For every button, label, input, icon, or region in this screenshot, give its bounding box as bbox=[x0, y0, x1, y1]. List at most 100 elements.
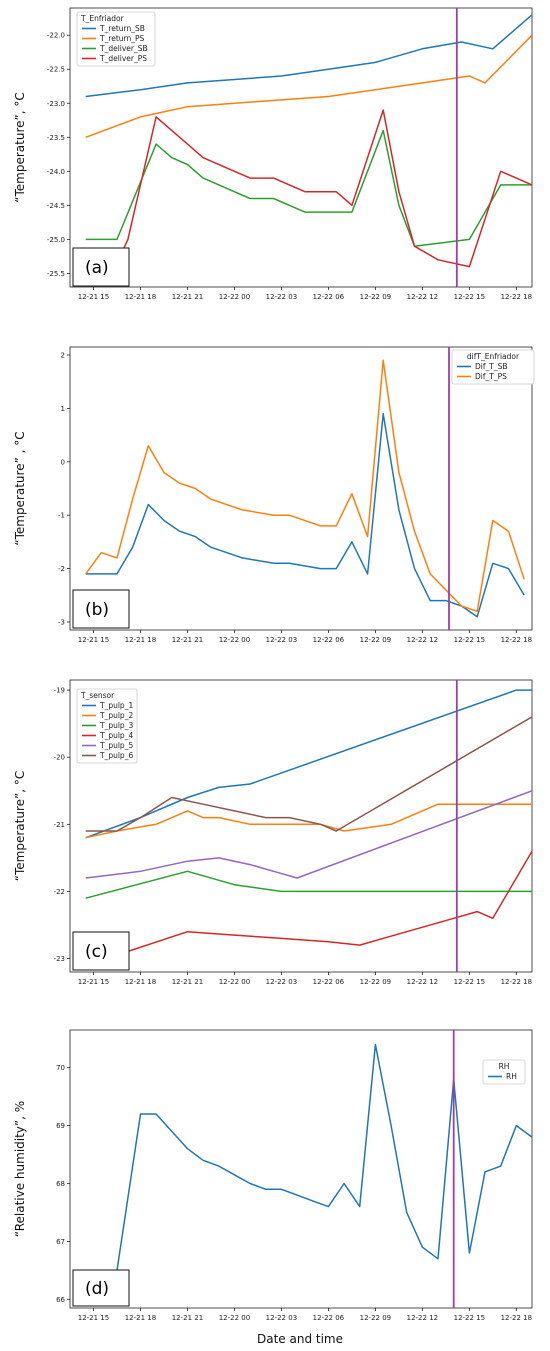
x-tick-label: 12-21 21 bbox=[172, 293, 203, 301]
y-tick-label: -23.5 bbox=[47, 134, 65, 142]
x-tick-label: 12-21 15 bbox=[78, 636, 109, 644]
legend-box bbox=[76, 688, 138, 764]
legend-entry: T_pulp_2 bbox=[99, 711, 133, 720]
y-tick-label: 67 bbox=[56, 1238, 65, 1246]
y-tick-label: 0 bbox=[61, 458, 65, 466]
x-tick-label: 12-21 21 bbox=[172, 978, 203, 986]
x-tick-label: 12-22 15 bbox=[454, 636, 485, 644]
legend-box bbox=[451, 349, 535, 385]
y-tick-label: 2 bbox=[61, 352, 65, 360]
y-tick-label: -25.5 bbox=[47, 270, 65, 278]
x-tick-label: 12-22 06 bbox=[313, 1314, 345, 1322]
legend-entry: T_return_PS bbox=[99, 34, 145, 43]
x-tick-label: 12-22 09 bbox=[360, 1314, 391, 1322]
x-tick-label: 12-22 12 bbox=[407, 636, 438, 644]
legend-entry: T_pulp_3 bbox=[99, 721, 133, 730]
legend-title: T_Enfriador bbox=[80, 14, 125, 23]
series-line-T_pulp_5 bbox=[85, 790, 532, 879]
panel-label-box bbox=[72, 931, 130, 971]
y-tick-label: -22.0 bbox=[47, 32, 65, 40]
series-line-T_pulp_2 bbox=[85, 803, 532, 839]
plot-area bbox=[69, 1029, 533, 1309]
x-tick-label: 12-21 15 bbox=[78, 1314, 109, 1322]
panel-label-box bbox=[72, 589, 130, 629]
x-axis-label: Date and time bbox=[257, 1332, 343, 1346]
y-tick-label: 66 bbox=[56, 1296, 65, 1304]
plot-area bbox=[69, 346, 533, 631]
x-tick-label: 12-22 00 bbox=[219, 636, 250, 644]
legend-entry: Dif_T_PS bbox=[475, 372, 507, 381]
x-tick-label: 12-22 00 bbox=[219, 293, 250, 301]
x-tick-label: 12-22 15 bbox=[454, 293, 485, 301]
x-tick-label: 12-22 12 bbox=[407, 978, 438, 986]
chart-panel-1: -25.5 -25.0 -24.5 -24.0 -23.5 -23.0 -22.5 -22.0… bbox=[13, 7, 533, 301]
series-group bbox=[116, 1043, 532, 1271]
x-tick-label: 12-22 18 bbox=[501, 636, 532, 644]
legend-entry: RH bbox=[506, 1072, 517, 1081]
panel-label: (b) bbox=[85, 600, 109, 620]
y-tick-label: -22.5 bbox=[47, 66, 65, 74]
x-tick-label: 12-22 03 bbox=[266, 978, 297, 986]
y-tick-label: -2 bbox=[58, 565, 65, 573]
y-tick-label: 1 bbox=[61, 405, 65, 413]
x-tick-label: 12-22 12 bbox=[407, 1314, 438, 1322]
series-line-T_pulp_4 bbox=[85, 850, 532, 967]
y-axis-label: “Temperature”, °C bbox=[13, 771, 27, 881]
panel-label: (d) bbox=[85, 1279, 109, 1299]
y-tick-label: -22 bbox=[54, 888, 65, 896]
y-tick-label: -25.0 bbox=[47, 236, 65, 244]
legend-entry: T_pulp_5 bbox=[99, 741, 133, 750]
legend-entry: T_pulp_6 bbox=[99, 751, 133, 760]
chart-panel-4: 66 67 68 69 70 12-21 15 12-21 18 12-21 21 12-22 … bbox=[13, 1029, 533, 1322]
y-tick-label: -21 bbox=[54, 821, 65, 829]
y-tick-label: -23.0 bbox=[47, 100, 65, 108]
panel-label-box bbox=[72, 1269, 130, 1307]
series-line-T_pulp_6 bbox=[85, 716, 532, 832]
plot-area bbox=[69, 679, 533, 973]
chart-panel-2: -3 -2 -1 0 1 2 12-21 15 12-21 18 12-21 21 12-22 0… bbox=[13, 346, 535, 644]
y-axis-label: “Temperature”, °C bbox=[13, 92, 27, 202]
x-tick-label: 12-21 15 bbox=[78, 293, 109, 301]
series-line-T_deliver_PS bbox=[108, 109, 532, 281]
x-tick-label: 12-22 18 bbox=[501, 1314, 532, 1322]
y-tick-label: -19 bbox=[54, 687, 65, 695]
x-tick-label: 12-22 15 bbox=[454, 978, 485, 986]
chart-panel-3: -23 -22 -21 -20 -19 12-21 15 12-21 18 12-21 21 1… bbox=[13, 679, 533, 986]
x-tick-label: 12-22 09 bbox=[360, 293, 391, 301]
series-line-T_return_PS bbox=[85, 34, 532, 139]
x-tick-label: 12-22 06 bbox=[313, 293, 345, 301]
x-tick-label: 12-21 21 bbox=[172, 1314, 203, 1322]
x-tick-label: 12-21 18 bbox=[125, 978, 156, 986]
series-line-T_deliver_SB bbox=[85, 129, 532, 247]
x-tick-label: 12-22 15 bbox=[454, 1314, 485, 1322]
x-tick-label: 12-22 03 bbox=[266, 1314, 297, 1322]
x-tick-label: 12-21 18 bbox=[125, 1314, 156, 1322]
y-tick-label: -24.0 bbox=[47, 168, 65, 176]
panel-label: (a) bbox=[85, 258, 109, 278]
series-group bbox=[85, 14, 532, 281]
legend-title: difT_Enfriador bbox=[467, 352, 520, 361]
x-tick-label: 12-22 12 bbox=[407, 293, 438, 301]
series-group bbox=[85, 359, 525, 618]
panel-label-box bbox=[72, 247, 130, 287]
x-tick-label: 12-22 03 bbox=[266, 636, 297, 644]
x-tick-label: 12-21 21 bbox=[172, 636, 203, 644]
y-tick-label: 68 bbox=[56, 1180, 65, 1188]
panel-label: (c) bbox=[85, 942, 108, 962]
legend-entry: T_pulp_4 bbox=[99, 731, 133, 740]
x-tick-label: 12-21 18 bbox=[125, 293, 156, 301]
x-tick-label: 12-22 00 bbox=[219, 978, 250, 986]
series-line-Dif_T_SB bbox=[85, 412, 525, 618]
legend-entry: T_deliver_PS bbox=[99, 54, 147, 63]
x-tick-label: 12-22 18 bbox=[501, 978, 532, 986]
x-tick-label: 12-22 03 bbox=[266, 293, 297, 301]
series-line-T_return_SB bbox=[85, 14, 532, 98]
y-axis-label: “Temperature” , °C bbox=[13, 431, 27, 545]
legend-entry: T_deliver_SB bbox=[99, 44, 148, 53]
y-axis-label: “Relative humidity”, % bbox=[13, 1101, 27, 1237]
y-tick-label: 69 bbox=[56, 1122, 65, 1130]
x-tick-label: 12-22 06 bbox=[313, 636, 345, 644]
y-tick-label: -3 bbox=[58, 618, 65, 626]
x-tick-label: 12-22 06 bbox=[313, 978, 345, 986]
x-tick-label: 12-22 00 bbox=[219, 1314, 250, 1322]
